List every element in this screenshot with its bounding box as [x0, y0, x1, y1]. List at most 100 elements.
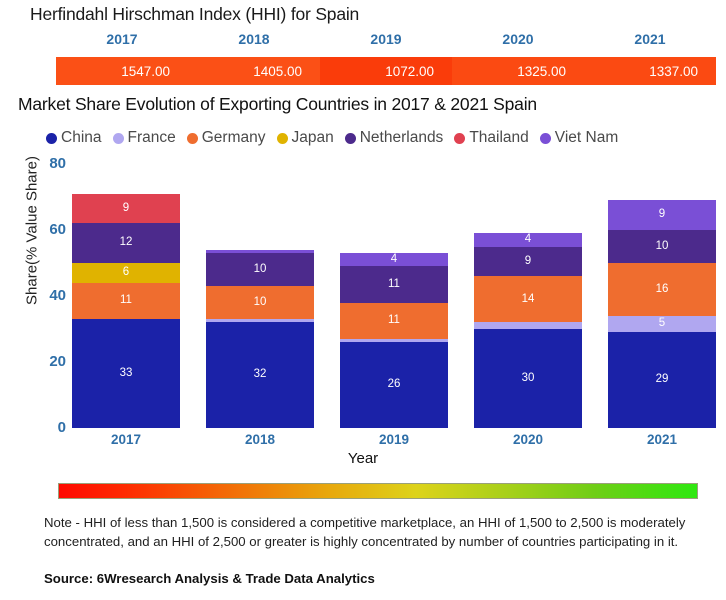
bar-segment-value: 30 [521, 371, 535, 384]
legend-item-france[interactable]: France [112, 129, 176, 147]
hhi-year-2018: 2018 [238, 31, 270, 47]
y-tick-60: 60 [49, 221, 66, 238]
bar-segment-viet-nam[interactable]: 4 [474, 233, 582, 247]
legend-marker-icon [46, 132, 57, 144]
legend-marker-icon [112, 132, 124, 144]
legend-item-netherlands[interactable]: Netherlands [344, 129, 444, 147]
hhi-year-2017: 2017 [106, 31, 138, 47]
bar-segment-thailand[interactable]: 9 [72, 193, 180, 224]
bar-segment-france[interactable]: 5 [608, 315, 716, 333]
hhi-year-2019: 2019 [370, 31, 402, 47]
legend-marker-icon [276, 132, 288, 144]
y-tick-20: 20 [49, 353, 66, 370]
bar-segment-value: 11 [388, 277, 400, 290]
chart-legend: China France Germany Japan Netherlands Thaila… [46, 129, 618, 147]
legend-label: Japan [291, 129, 334, 146]
bar-segment-value: 9 [658, 208, 666, 221]
bar-segment-value: 4 [524, 233, 532, 246]
hhi-year-2021: 2021 [634, 31, 666, 47]
bar-segment-value: 29 [655, 373, 669, 386]
legend-marker-icon [186, 132, 198, 144]
bar-column-2019[interactable]: 4 11 11 26 [340, 253, 448, 428]
bar-segment-germany[interactable]: 16 [608, 263, 716, 316]
bar-segment-germany[interactable]: 11 [72, 282, 180, 320]
bar-segment-netherlands[interactable]: 10 [206, 253, 314, 287]
hhi-gradient-scale [58, 483, 698, 499]
bar-segment-germany[interactable]: 11 [340, 302, 448, 339]
plot-area: Share(% Value Share) 0 20 40 60 80 9 12 6 11 33 1… [10, 0, 716, 470]
legend-item-viet-nam[interactable]: Viet Nam [539, 129, 619, 147]
bar-segment-china[interactable]: 26 [340, 342, 448, 428]
bar-segment-value: 16 [655, 282, 669, 295]
hhi-value-2021: 1337.00 [584, 57, 716, 85]
legend-label: Viet Nam [554, 129, 619, 146]
bar-segment-netherlands[interactable]: 9 [474, 246, 582, 277]
bar-segment-viet-nam[interactable]: 4 [340, 253, 448, 267]
legend-label: Thailand [469, 129, 529, 146]
bar-segment-value: 33 [119, 366, 133, 379]
legend-label: Germany [201, 129, 266, 146]
bar-segment-value: 11 [120, 294, 132, 307]
bar-segment-japan[interactable]: 6 [72, 263, 180, 283]
hhi-value-2020: 1325.00 [452, 57, 584, 85]
legend-marker-icon [454, 132, 466, 144]
legend-marker-icon [539, 132, 551, 144]
bar-segment-france[interactable] [206, 319, 314, 323]
hhi-value-2017: 1547.00 [56, 57, 188, 85]
legend-item-germany[interactable]: Germany [186, 129, 266, 147]
hhi-year-header-row: 2017 2018 2019 2020 2021 [56, 31, 716, 53]
bar-column-2021[interactable]: 9 10 16 5 29 [608, 200, 716, 428]
y-axis: Share(% Value Share) 0 20 40 60 80 [10, 0, 67, 470]
x-tick-2018: 2018 [244, 432, 276, 447]
x-tick-2020: 2020 [512, 432, 544, 447]
bar-segment-china[interactable]: 29 [608, 332, 716, 428]
bars-container: 9 12 6 11 33 10 10 32 4 11 11 26 4 9 14 30 9 10 16 5 29 [72, 164, 716, 428]
hhi-value-row: 1547.00 1405.00 1072.00 1325.00 1337.00 [56, 57, 716, 85]
bar-segment-france[interactable] [474, 322, 582, 329]
bar-segment-value: 9 [524, 254, 532, 267]
bar-segment-viet-nam[interactable]: 9 [608, 200, 716, 231]
bar-column-2017[interactable]: 9 12 6 11 33 [72, 193, 180, 428]
legend-label: Netherlands [359, 129, 444, 146]
hhi-year-2020: 2020 [502, 31, 534, 47]
bar-segment-china[interactable]: 33 [72, 319, 180, 428]
bar-segment-value: 5 [658, 317, 666, 330]
chart-title: Market Share Evolution of Exporting Coun… [18, 94, 537, 114]
bar-column-2020[interactable]: 4 9 14 30 [474, 233, 582, 428]
y-tick-0: 0 [57, 419, 66, 436]
bar-segment-germany[interactable]: 10 [206, 286, 314, 320]
bar-segment-value: 10 [253, 295, 267, 308]
legend-item-thailand[interactable]: Thailand [454, 129, 529, 147]
bar-segment-viet-nam[interactable] [206, 249, 314, 254]
x-axis-label: Year [347, 450, 379, 467]
bar-segment-netherlands[interactable]: 11 [340, 266, 448, 303]
bar-segment-value: 12 [119, 236, 133, 249]
hhi-value-2019: 1072.00 [320, 57, 452, 85]
legend-marker-icon [344, 132, 356, 144]
legend-label: China [61, 129, 102, 146]
bar-segment-netherlands[interactable]: 12 [72, 223, 180, 264]
bar-segment-china[interactable]: 30 [474, 329, 582, 428]
bar-segment-value: 11 [388, 314, 400, 326]
bar-segment-value: 6 [122, 266, 130, 279]
footer-source: Source: 6Wresearch Analysis & Trade Data… [44, 571, 375, 586]
hhi-value-2018: 1405.00 [188, 57, 320, 85]
x-tick-2021: 2021 [646, 432, 678, 447]
bar-segment-china[interactable]: 32 [206, 322, 314, 428]
legend-item-japan[interactable]: Japan [276, 129, 334, 147]
bar-segment-value: 14 [521, 292, 535, 305]
bar-segment-germany[interactable]: 14 [474, 276, 582, 323]
bar-segment-value: 26 [387, 378, 401, 391]
x-tick-2019: 2019 [378, 432, 410, 447]
footer-note: Note - HHI of less than 1,500 is conside… [44, 515, 686, 549]
bar-segment-value: 32 [253, 368, 267, 381]
bar-segment-france[interactable] [340, 338, 448, 343]
y-tick-80: 80 [49, 155, 66, 172]
legend-item-china[interactable]: China [46, 129, 102, 147]
bar-column-2018[interactable]: 10 10 32 [206, 249, 314, 428]
bar-segment-netherlands[interactable]: 10 [608, 230, 716, 264]
bar-segment-value: 4 [390, 253, 398, 265]
legend-label: France [127, 129, 176, 146]
bar-segment-value: 9 [122, 201, 130, 214]
